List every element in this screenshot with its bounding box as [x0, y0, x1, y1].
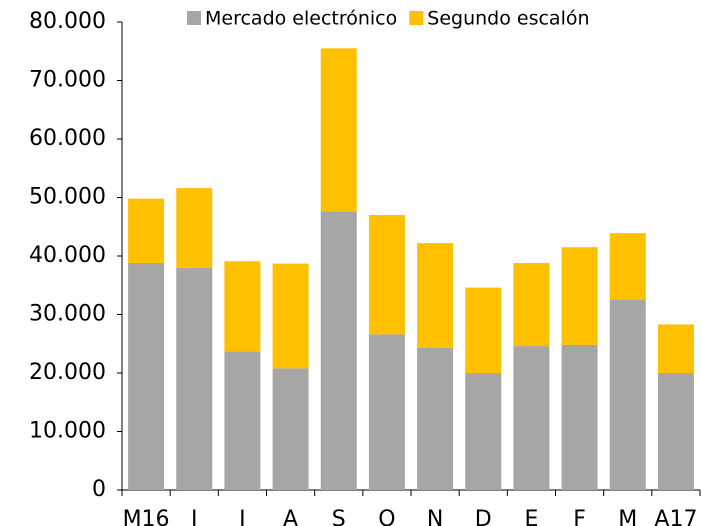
x-tick-label: M16: [123, 507, 170, 526]
bar-segment: [561, 344, 598, 490]
bar-segment: [368, 334, 405, 490]
bar-segment: [513, 263, 550, 347]
x-tick-label: D: [475, 507, 492, 526]
y-tick-label: 30.000: [29, 302, 106, 327]
bar-segment: [513, 346, 550, 490]
y-tick-label: 80.000: [29, 9, 106, 34]
y-tick-label: 60.000: [29, 126, 106, 151]
bar-segment: [368, 215, 405, 335]
legend-swatch: [187, 11, 201, 25]
bar-segment: [272, 368, 309, 490]
x-tick-label: J: [189, 507, 198, 526]
x-tick-label: O: [378, 507, 395, 526]
bar-segment: [657, 373, 694, 490]
x-tick-label: F: [573, 507, 586, 526]
bar-segment: [224, 261, 261, 352]
bar-segment: [176, 267, 213, 490]
y-tick-label: 10.000: [29, 419, 106, 444]
y-tick-label: 40.000: [29, 243, 106, 268]
bar-segment: [417, 243, 454, 348]
x-tick-label: S: [332, 507, 346, 526]
x-tick-label: A: [283, 507, 298, 526]
x-tick-label: E: [524, 507, 538, 526]
bar-segment: [272, 263, 309, 369]
legend-label: Segundo escalón: [427, 8, 589, 30]
x-tick-label: A17: [654, 507, 697, 526]
bar-segment: [561, 247, 598, 345]
y-tick-label: 0: [92, 477, 106, 502]
bar-segment: [417, 347, 454, 490]
legend-label: Mercado electrónico: [205, 8, 397, 30]
bar-segment: [465, 287, 502, 373]
bar-segment: [609, 233, 646, 300]
bar-segment: [609, 299, 646, 490]
y-tick-label: 50.000: [29, 185, 106, 210]
x-tick-label: M: [618, 507, 637, 526]
x-tick-label: J: [237, 507, 246, 526]
bar-segment: [320, 48, 357, 212]
bar-segment: [465, 373, 502, 490]
bar-segment: [320, 211, 357, 491]
legend-swatch: [409, 11, 424, 25]
x-tick-label: N: [427, 507, 443, 526]
y-tick-label: 70.000: [29, 68, 106, 93]
bar-segment: [176, 188, 213, 268]
bar-segment: [224, 351, 261, 490]
bar-segment: [128, 198, 165, 264]
y-tick-label: 20.000: [29, 360, 106, 385]
bar-segment: [657, 324, 694, 373]
bar-segment: [128, 263, 165, 490]
